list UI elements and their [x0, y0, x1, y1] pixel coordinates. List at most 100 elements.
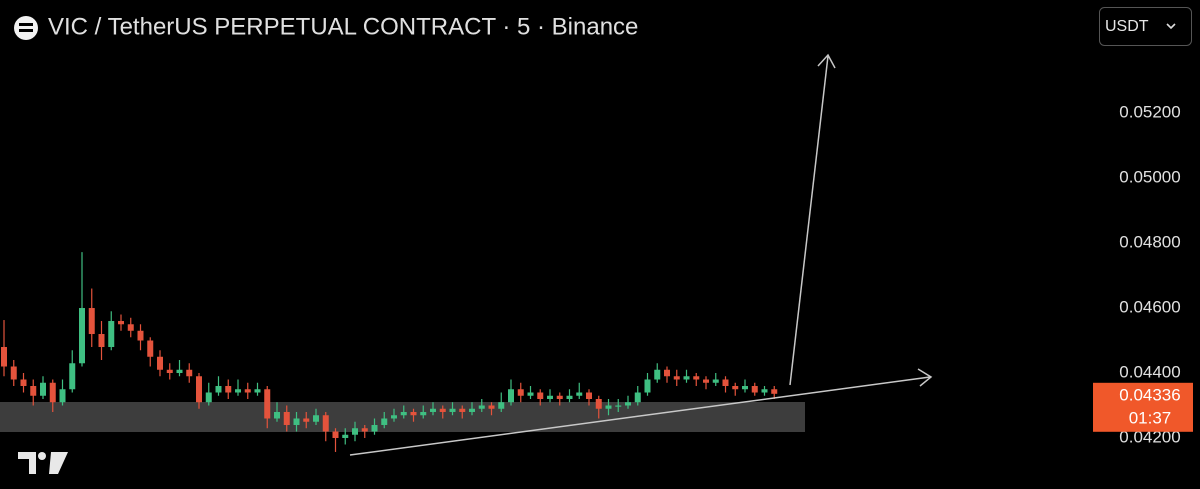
candle-body: [683, 376, 690, 380]
logo-part: [49, 452, 68, 474]
candle-body: [205, 392, 212, 403]
candle-body: [751, 386, 758, 393]
candle-body: [225, 386, 232, 393]
candle-body: [342, 434, 349, 438]
candle-body: [469, 408, 475, 412]
chevron[interactable]: [1166, 23, 1176, 30]
y-tick-label: 0.04800: [1119, 233, 1180, 252]
candle-body: [69, 363, 76, 390]
y-tick-label: 0.05000: [1119, 168, 1180, 187]
candle-body: [254, 389, 261, 393]
candle-body: [186, 369, 193, 377]
candle-body: [20, 379, 27, 387]
candle-body: [654, 369, 661, 380]
currency-label[interactable]: USDT: [1105, 18, 1149, 35]
candle-body: [79, 308, 85, 364]
candle-body: [712, 379, 719, 383]
candle-body: [693, 376, 700, 380]
candle-body: [556, 395, 563, 399]
candle-body: [527, 392, 534, 396]
candle-body: [400, 411, 407, 416]
candle-body: [547, 395, 553, 399]
candles: [1, 252, 778, 452]
y-tick-label: 0.04400: [1119, 362, 1180, 381]
candle-body: [391, 415, 397, 419]
candle-body: [634, 392, 641, 403]
candle-body: [537, 392, 544, 399]
target-arrow: [789, 55, 829, 386]
candle-body: [488, 405, 495, 409]
candle-body: [742, 386, 748, 390]
candle-body: [352, 428, 358, 435]
candle-body: [166, 369, 173, 374]
candle-body: [118, 321, 124, 325]
exchange-logo: [14, 16, 38, 40]
candle-body: [430, 408, 436, 412]
candle-body: [235, 389, 241, 393]
logo-bar: [19, 29, 33, 32]
candle-body: [586, 392, 592, 399]
candle-body: [264, 389, 271, 419]
drawings: [349, 53, 933, 456]
candle-body: [576, 392, 583, 396]
candle-body: [459, 408, 466, 412]
logo-part: [18, 452, 36, 474]
candle-body: [283, 411, 290, 425]
candle-body: [449, 408, 456, 412]
y-tick-label: 0.04600: [1119, 298, 1180, 317]
last-price-box: [1093, 382, 1193, 432]
candle-body: [137, 330, 144, 341]
logo-bar: [19, 23, 33, 26]
candle-body: [381, 418, 388, 425]
candle-body: [176, 369, 183, 374]
currency-box[interactable]: [1099, 7, 1192, 46]
candle-body: [703, 379, 709, 383]
candle-body: [244, 389, 251, 393]
candle-body: [439, 408, 446, 412]
candle-body: [332, 431, 339, 438]
candle-body: [313, 415, 319, 422]
candle-body: [595, 398, 602, 409]
tradingview-logo: [18, 452, 68, 474]
candle-body: [673, 376, 680, 380]
candle-body: [644, 379, 651, 393]
candle-body: [498, 402, 505, 409]
candle-body: [108, 321, 115, 348]
candle-body: [371, 424, 378, 432]
currency-select[interactable]: USDT: [1099, 7, 1192, 46]
candle-body: [196, 376, 202, 403]
chart-title: VIC / TetherUS PERPETUAL CONTRACT · 5 · …: [48, 13, 638, 40]
last-price-label: 0.04336: [1119, 385, 1180, 404]
header: VIC / TetherUS PERPETUAL CONTRACT · 5 · …: [14, 13, 638, 40]
y-tick-label: 0.05200: [1119, 103, 1180, 122]
candle-body: [664, 369, 670, 377]
candle-body: [615, 405, 622, 407]
candle-body: [732, 386, 739, 390]
y-tick-label: 0.04200: [1119, 427, 1180, 446]
trend-line: [349, 376, 931, 456]
countdown-label: 01:37: [1129, 408, 1172, 427]
candle-body: [771, 389, 778, 394]
candle-body: [10, 366, 17, 380]
candle-body: [517, 389, 524, 396]
candle-body: [215, 386, 222, 393]
logo-part: [38, 452, 46, 460]
candle-body: [361, 428, 368, 432]
zone-rect: [0, 402, 805, 432]
candle-body: [625, 402, 631, 406]
candle-body: [566, 395, 573, 399]
candle-body: [420, 411, 427, 416]
candle-body: [508, 389, 514, 403]
candle-body: [303, 418, 310, 422]
candle-body: [322, 415, 329, 432]
candle-body: [1, 347, 7, 367]
candle-body: [274, 411, 280, 419]
candle-body: [59, 389, 66, 403]
candle-body: [605, 405, 612, 409]
candle-body: [49, 382, 56, 403]
price-axis: 0.04200 0.04400 0.04600 0.04800 0.05000 0.052…: [1092, 103, 1193, 446]
candle-body: [40, 382, 46, 396]
candle-body: [410, 411, 417, 416]
